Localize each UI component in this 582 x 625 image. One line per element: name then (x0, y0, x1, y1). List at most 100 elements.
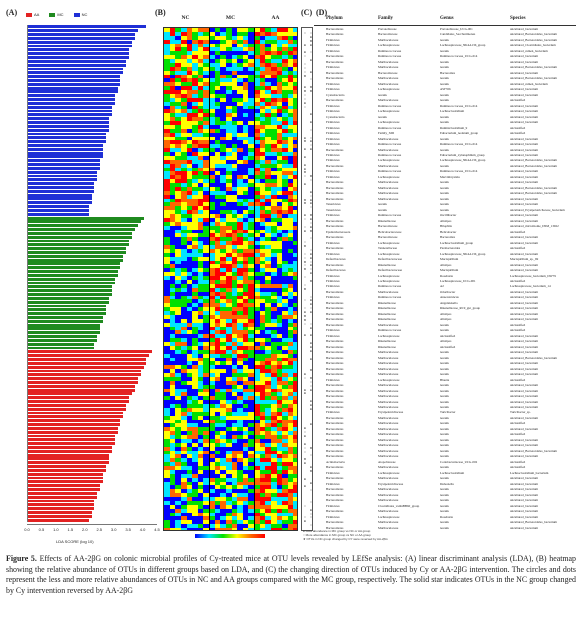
phylum-cell: Bacteroidetes (326, 355, 344, 360)
genus-cell: Mucispirillum (440, 257, 459, 262)
heatmap-cell (180, 508, 187, 513)
heatmap-cell (259, 214, 266, 218)
heatmap-cell (265, 415, 271, 420)
heatmap-cell (209, 117, 215, 122)
heatmap-cell (192, 62, 198, 67)
heatmap-row (164, 466, 297, 470)
direction-marker: ○ (310, 306, 312, 311)
heatmap-cell (214, 101, 221, 106)
heatmap-cell (197, 330, 204, 335)
heatmap-cell (175, 124, 181, 129)
heatmap-cell (175, 330, 181, 335)
heatmap-cell (242, 245, 249, 249)
heatmap-cell (231, 508, 238, 513)
species-cell: uncultured_bacterium (510, 492, 538, 497)
heatmap-cell (254, 353, 260, 358)
heatmap-cell (220, 74, 226, 79)
heatmap-cell (237, 136, 243, 141)
genus-cell: Marvinbryantia (440, 174, 460, 179)
heatmap-cell (282, 392, 288, 397)
heatmap-cell (231, 70, 238, 75)
heatmap-cell (164, 237, 170, 242)
heatmap-cell (248, 163, 254, 168)
heatmap-cell (169, 435, 176, 439)
heatmap-cell (237, 206, 243, 211)
heatmap-cell (254, 404, 260, 408)
heatmap-cell (209, 183, 215, 187)
heatmap-row (164, 450, 297, 455)
heatmap-cell (254, 349, 260, 354)
heatmap-cell (287, 504, 294, 509)
heatmap-cell (293, 361, 297, 366)
heatmap-cell (231, 66, 238, 71)
heatmap-cell (242, 163, 249, 168)
heatmap-cell (265, 489, 271, 494)
legend-label: AA (34, 12, 40, 17)
heatmap-cell (270, 415, 277, 420)
heatmap-row (164, 225, 297, 230)
heatmap-cell (265, 248, 271, 253)
heatmap-cell (203, 318, 209, 323)
heatmap-cell (214, 229, 221, 234)
heatmap-cell (220, 28, 226, 32)
heatmap-cell (287, 489, 294, 494)
genus-cell: A2 (440, 284, 444, 289)
heatmap-cell (203, 171, 209, 176)
family-cell: Muribaculaceae (378, 509, 399, 514)
heatmap-cell (175, 248, 181, 253)
heatmap-cell (192, 237, 198, 242)
heatmap-cell (237, 396, 243, 401)
heatmap-cell (248, 194, 254, 199)
heatmap-cell (242, 198, 249, 203)
heatmap-cell (242, 419, 249, 424)
heatmap-cell (164, 105, 170, 110)
heatmap-cell (270, 175, 277, 180)
heatmap-cell (175, 194, 181, 199)
heatmap-cell (259, 345, 266, 350)
heatmap-cell (231, 117, 238, 122)
taxonomy-row: Bacteroidetes Muribaculaceae norank unclass… (314, 432, 576, 437)
heatmap-cell (180, 43, 187, 48)
heatmap-cell (282, 55, 288, 59)
heatmap-cell (197, 202, 204, 207)
heatmap-cell (254, 407, 260, 412)
heatmap-cell (231, 373, 238, 377)
heatmap-cell (175, 493, 181, 498)
heatmap-cell (186, 454, 193, 459)
heatmap-cell (214, 202, 221, 207)
heatmap-cell (254, 237, 260, 242)
heatmap-cell (248, 423, 254, 428)
heatmap-cell (164, 411, 170, 416)
heatmap-cell (276, 268, 283, 273)
heatmap-cell (287, 442, 294, 447)
heatmap-cell (237, 124, 243, 129)
family-cell: Muribaculaceae (378, 37, 399, 42)
heatmap-cell (259, 349, 266, 354)
family-cell: Erysipelotrichaceae (378, 481, 404, 486)
heatmap-cell (203, 175, 209, 180)
species-cell: unclassified (510, 131, 526, 136)
heatmap-cell (214, 497, 221, 501)
heatmap-row (164, 175, 297, 180)
heatmap-cell (197, 155, 204, 160)
heatmap-cell (197, 175, 204, 180)
heatmap-cell (197, 97, 204, 102)
heatmap-cell (293, 314, 297, 319)
heatmap-cell (225, 248, 232, 253)
heatmap-cell (220, 466, 226, 470)
heatmap-row (164, 318, 297, 323)
direction-marker: ● (310, 298, 312, 303)
heatmap-cell (180, 202, 187, 207)
heatmap-cell (180, 206, 187, 211)
heatmap-cell (203, 97, 209, 102)
phylum-cell: Bacteroidetes (326, 180, 344, 185)
heatmap-cell (259, 136, 266, 141)
heatmap-row (164, 74, 297, 79)
heatmap-cell (287, 497, 294, 501)
heatmap-cell (287, 86, 294, 91)
heatmap-cell (175, 51, 181, 56)
heatmap-cell (265, 221, 271, 226)
family-cell: Bacteroidaceae (378, 32, 398, 37)
heatmap-cell (293, 311, 297, 315)
direction-marker: ○ (304, 263, 306, 268)
